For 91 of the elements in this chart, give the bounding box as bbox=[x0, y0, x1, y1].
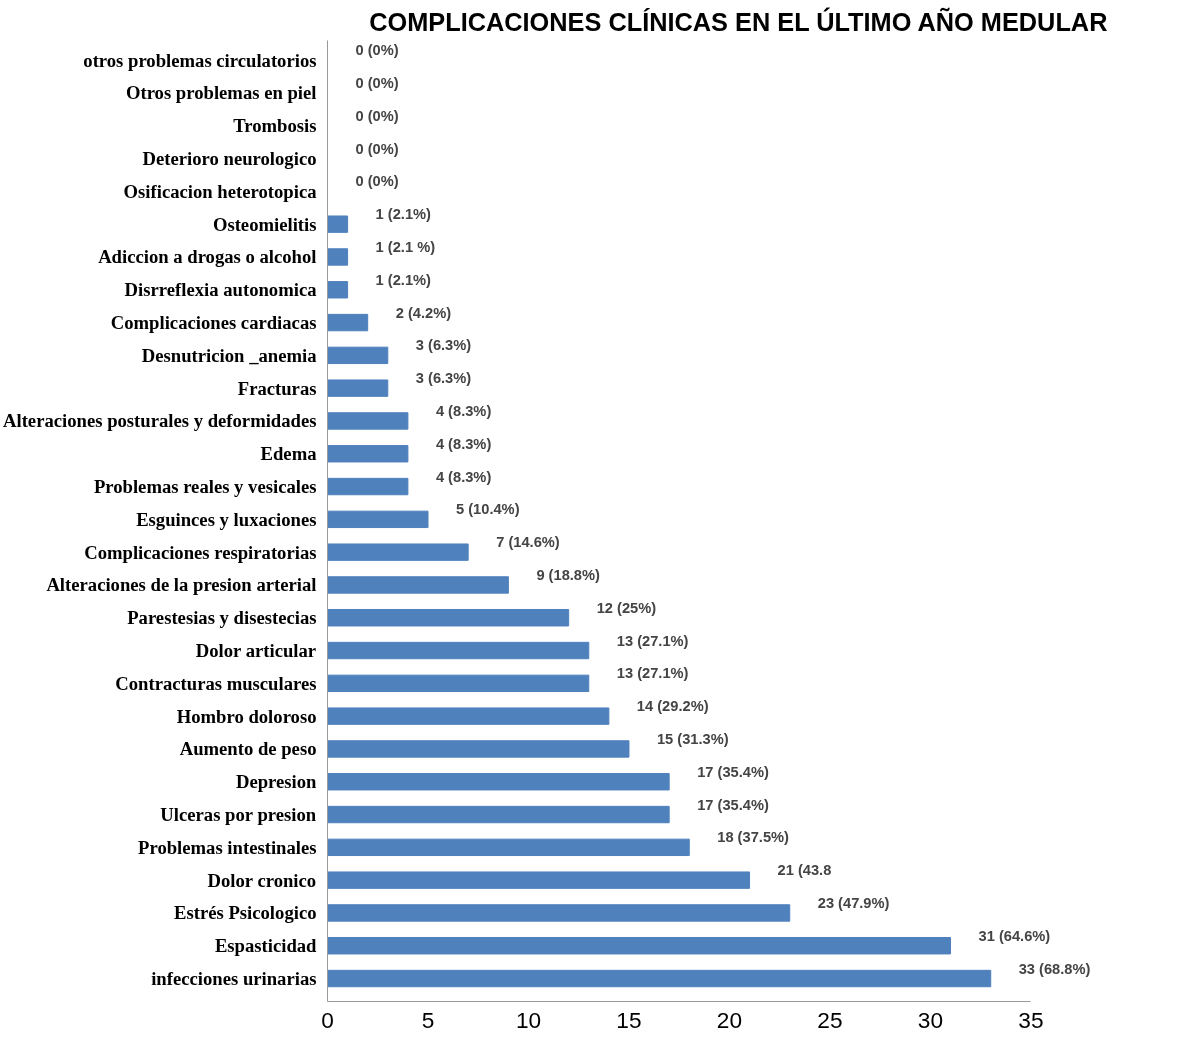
data-label: 0 (0%) bbox=[355, 42, 399, 59]
y-tick-label: otros problemas circulatorios bbox=[83, 49, 317, 71]
data-label: 17 (35.4%) bbox=[697, 763, 769, 780]
x-tick-label: 0 bbox=[321, 1006, 334, 1033]
data-label: 0 (0%) bbox=[355, 74, 399, 91]
y-tick-label: Estrés Psicologico bbox=[174, 902, 317, 924]
y-tick-label: Espasticidad bbox=[214, 935, 318, 957]
y-tick-label: Aumento de peso bbox=[179, 738, 317, 760]
data-label: 4 (8.3%) bbox=[435, 402, 492, 419]
bar bbox=[327, 904, 791, 922]
y-tick-label: Edema bbox=[260, 443, 318, 465]
y-tick-label: Contracturas musculares bbox=[115, 672, 317, 694]
bar bbox=[327, 379, 389, 397]
y-tick-label: Complicaciones respiratorias bbox=[84, 541, 317, 563]
y-tick-label: Alteraciones posturales y deformidades bbox=[3, 410, 317, 432]
bar bbox=[327, 346, 389, 365]
data-label: 1 (2.1%) bbox=[375, 206, 432, 223]
y-tick-label: Alteraciones de la presion arterial bbox=[46, 574, 317, 596]
data-label: 0 (0%) bbox=[355, 173, 399, 190]
y-tick-label: Osificacion heterotopica bbox=[123, 180, 318, 202]
bar bbox=[327, 576, 509, 594]
bar bbox=[327, 674, 590, 693]
data-label: 21 (43.8 bbox=[777, 862, 832, 879]
chart-title: COMPLICACIONES CLÍNICAS EN EL ÚLTIMO AÑO MEDULAR bbox=[369, 6, 1108, 36]
bar bbox=[327, 543, 469, 561]
x-tick-label: 10 bbox=[515, 1006, 542, 1033]
data-label: 0 (0%) bbox=[355, 140, 399, 157]
y-tick-label: Osteomielitis bbox=[212, 213, 317, 235]
data-label: 4 (8.3%) bbox=[435, 435, 492, 452]
y-tick-label: Problemas reales y vesicales bbox=[93, 476, 317, 498]
y-tick-label: infecciones urinarias bbox=[151, 968, 317, 990]
bar bbox=[327, 641, 590, 660]
bar bbox=[327, 215, 349, 233]
data-label: 18 (37.5%) bbox=[717, 829, 790, 846]
data-label: 14 (29.2%) bbox=[636, 698, 709, 715]
bar bbox=[327, 871, 751, 889]
y-tick-label: Fracturas bbox=[237, 377, 317, 399]
y-tick-label: Depresion bbox=[236, 771, 318, 793]
x-tick-label: 25 bbox=[817, 1006, 843, 1033]
bar bbox=[327, 281, 349, 299]
bar bbox=[327, 773, 670, 791]
y-tick-label: Complicaciones cardiacas bbox=[110, 312, 317, 334]
data-label: 2 (4.2%) bbox=[395, 304, 452, 321]
y-tick-label: Problemas intestinales bbox=[138, 836, 317, 858]
bar bbox=[327, 838, 690, 857]
data-label: 13 (27.1%) bbox=[616, 665, 689, 682]
y-tick-label: Ulceras por presion bbox=[160, 804, 317, 826]
x-tick-label: 30 bbox=[917, 1006, 944, 1033]
bar bbox=[327, 313, 369, 332]
y-tick-label: Deterioro neurologico bbox=[142, 148, 317, 170]
y-tick-label: Desnutricion _anemia bbox=[141, 344, 318, 366]
x-tick-label: 15 bbox=[616, 1006, 642, 1033]
y-tick-label: Adiccion a drogas o alcohol bbox=[98, 246, 317, 268]
bar bbox=[327, 707, 610, 725]
y-tick-label: Hombro doloroso bbox=[176, 705, 317, 727]
data-label: 23 (47.9%) bbox=[817, 894, 890, 911]
data-label: 7 (14.6%) bbox=[496, 534, 560, 551]
y-tick-label: Disrreflexia autonomica bbox=[124, 279, 318, 301]
y-tick-label: Esguinces y luxaciones bbox=[136, 508, 317, 530]
data-label: 13 (27.1%) bbox=[616, 632, 689, 649]
data-label: 15 (31.3%) bbox=[656, 730, 729, 747]
bar bbox=[327, 609, 570, 627]
x-tick-label: 5 bbox=[421, 1006, 435, 1033]
data-label: 1 (2.1 %) bbox=[375, 238, 436, 255]
data-label: 4 (8.3%) bbox=[435, 468, 492, 485]
data-label: 31 (64.6%) bbox=[978, 927, 1051, 944]
data-label: 3 (6.3%) bbox=[415, 370, 472, 387]
bar bbox=[327, 510, 429, 529]
x-tick-label: 35 bbox=[1018, 1006, 1044, 1033]
bar bbox=[327, 740, 630, 758]
x-tick-label: 20 bbox=[716, 1006, 743, 1033]
y-tick-label: Dolor cronico bbox=[207, 869, 317, 891]
data-label: 17 (35.4%) bbox=[697, 796, 769, 813]
y-tick-label: Trombosis bbox=[233, 115, 317, 137]
data-label: 0 (0%) bbox=[355, 107, 399, 124]
data-label: 5 (10.4%) bbox=[455, 501, 520, 518]
y-tick-label: Dolor articular bbox=[195, 640, 317, 662]
bar bbox=[327, 445, 409, 463]
data-label: 3 (6.3%) bbox=[415, 337, 472, 354]
y-tick-label: Otros problemas en piel bbox=[125, 82, 317, 104]
bar bbox=[327, 412, 409, 430]
y-tick-label: Parestesias y disestecias bbox=[127, 607, 317, 629]
data-label: 33 (68.8%) bbox=[1018, 960, 1091, 977]
bar bbox=[327, 969, 992, 988]
bar bbox=[327, 477, 409, 496]
data-label: 12 (25%) bbox=[596, 599, 657, 616]
bar bbox=[327, 805, 670, 824]
bar bbox=[327, 248, 349, 266]
data-label: 9 (18.8%) bbox=[536, 566, 601, 583]
bar bbox=[327, 937, 952, 955]
data-label: 1 (2.1%) bbox=[375, 271, 432, 288]
